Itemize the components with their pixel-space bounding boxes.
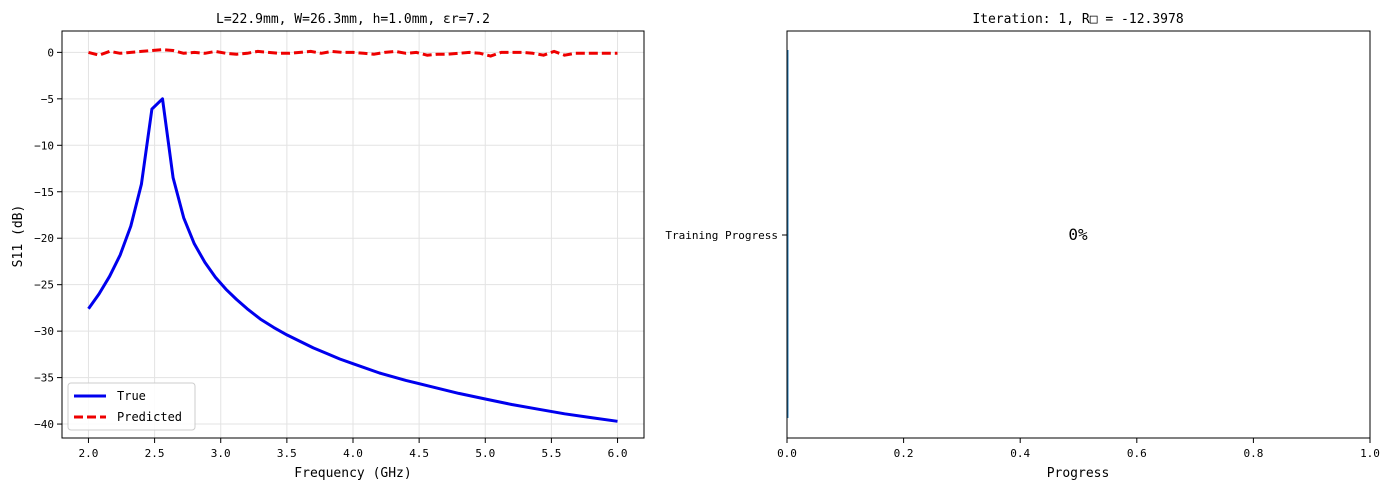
y-tick-label: −25 (34, 279, 54, 292)
chart-title: L=22.9mm, W=26.3mm, h=1.0mm, εr=7.2 (216, 12, 490, 27)
x-tick-label: 6.0 (608, 447, 628, 460)
grid (62, 31, 644, 438)
x-tick-label: 4.0 (343, 447, 363, 460)
x-tick-label: 0.8 (1243, 447, 1263, 460)
series-lines (87, 48, 618, 423)
progress-chart: 0.0 0.2 0.4 0.6 0.8 1.0 Training Progress 0% … (665, 12, 1380, 481)
y-tick-label: −35 (34, 372, 54, 385)
s11-chart: 2.0 2.5 3.0 3.5 4.0 4.5 5.0 5.5 6.0 0 −5 −10 −15 −20… (11, 12, 645, 481)
y-tick-label: −30 (34, 325, 54, 338)
x-tick-label: 0.0 (777, 447, 797, 460)
y-axis-label: S11 (dB) (11, 205, 26, 268)
x-tick-label: 0.6 (1127, 447, 1147, 460)
y-tick-label: 0 (47, 46, 54, 59)
x-ticks: 2.0 2.5 3.0 3.5 4.0 4.5 5.0 5.5 6.0 (79, 438, 628, 460)
x-tick-label: 3.0 (211, 447, 231, 460)
category-label: Training Progress (665, 229, 778, 242)
progress-bar (787, 50, 789, 418)
x-tick-label: 0.4 (1010, 447, 1030, 460)
x-tick-label: 2.5 (145, 447, 165, 460)
y-tick-label: −15 (34, 186, 54, 199)
y-tick-label: −5 (41, 93, 54, 106)
series-line-predicted (88, 48, 618, 58)
series-line-true (87, 97, 618, 423)
legend-label-true: True (117, 389, 146, 403)
x-ticks: 0.0 0.2 0.4 0.6 0.8 1.0 (777, 438, 1380, 460)
x-tick-label: 1.0 (1360, 447, 1380, 460)
x-axis-label: Progress (1047, 466, 1110, 481)
legend: True Predicted (67, 382, 196, 431)
x-tick-label: 3.5 (277, 447, 297, 460)
chart-title: Iteration: 1, R□ = -12.3978 (972, 12, 1183, 27)
y-ticks: 0 −5 −10 −15 −20 −25 −30 −35 −40 (34, 46, 62, 431)
x-tick-label: 5.5 (541, 447, 561, 460)
legend-label-predicted: Predicted (117, 410, 182, 424)
x-tick-label: 2.0 (79, 447, 99, 460)
y-tick-label: −40 (34, 418, 54, 431)
x-tick-label: 0.2 (894, 447, 914, 460)
y-tick-label: −10 (34, 139, 54, 152)
y-tick-label: −20 (34, 232, 54, 245)
x-axis-label: Frequency (GHz) (294, 466, 411, 481)
x-tick-label: 5.0 (475, 447, 495, 460)
x-tick-label: 4.5 (409, 447, 429, 460)
progress-percent-label: 0% (1068, 225, 1088, 244)
